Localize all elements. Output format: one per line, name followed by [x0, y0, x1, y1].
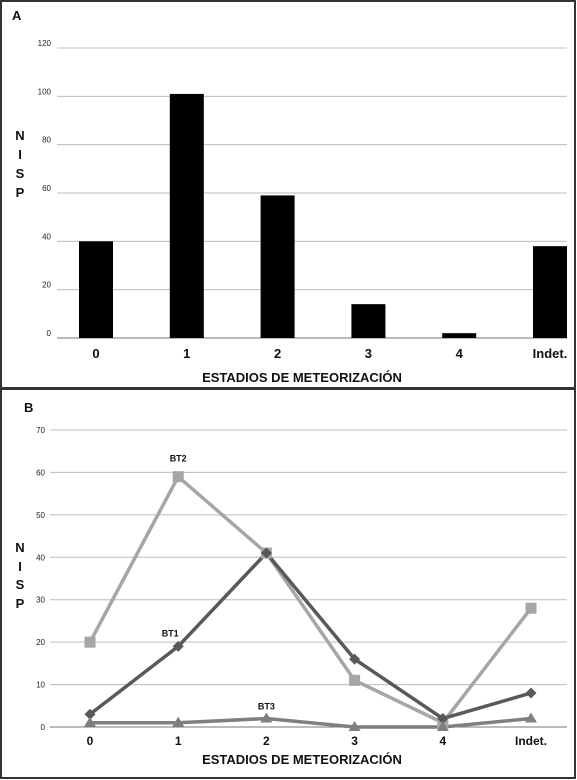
y-label-letter: P [16, 596, 25, 611]
panel-b: B N I S P 0 10 20 30 40 50 60 70 BT1 BT2 BT3 0 1 2 3… [0, 388, 576, 779]
bar [533, 246, 567, 338]
data-point-triangle [172, 716, 185, 727]
x-tick-label: 2 [263, 734, 270, 748]
panel-b-y-axis-label: N I S P [15, 540, 24, 611]
data-point-diamond [437, 713, 449, 725]
series-line-bt1 [88, 551, 533, 721]
panel-b-series-lines [88, 474, 533, 729]
bar [169, 93, 204, 339]
panel-a-y-axis-label: N I S P [15, 128, 24, 200]
y-label-letter: N [15, 128, 24, 143]
x-tick-label: 0 [87, 734, 94, 748]
panel-a-x-axis-label: ESTADIOS DE METEORIZACIÓN [202, 370, 402, 385]
panel-a-bars [79, 93, 567, 339]
series-line-bt2 [88, 474, 533, 725]
y-label-letter: S [16, 166, 25, 181]
y-tick-label: 80 [42, 136, 51, 145]
bar [351, 304, 386, 338]
data-point-diamond [260, 547, 272, 559]
series-line-bt3 [88, 716, 533, 729]
y-label-letter: S [16, 577, 25, 592]
panel-b-series-labels: BT1 BT2 BT3 [162, 454, 275, 712]
bar [260, 195, 295, 338]
panel-a-gridlines [57, 47, 567, 339]
panel-b-x-axis-label: ESTADIOS DE METEORIZACIÓN [202, 752, 402, 767]
panel-b-letter: B [24, 400, 33, 415]
y-tick-label: 60 [42, 184, 51, 193]
y-tick-label: 70 [36, 426, 45, 435]
data-point-square [172, 471, 184, 483]
data-point-diamond [172, 640, 184, 652]
y-label-letter: P [16, 185, 25, 200]
y-tick-label: 40 [42, 232, 51, 241]
y-label-letter: I [18, 147, 22, 162]
panel-a: A N I S P 0 20 40 60 80 100 120 0 1 2 3 4 Indet. ES… [0, 0, 576, 389]
data-point-square [525, 602, 537, 614]
panel-b-gridlines [50, 429, 567, 728]
data-point-triangle [348, 721, 361, 731]
y-tick-label: 0 [47, 329, 52, 338]
data-point-triangle [525, 712, 537, 723]
data-point-diamond [525, 687, 537, 699]
bar [442, 333, 477, 338]
x-tick-label: 1 [175, 734, 182, 748]
y-tick-label: 0 [41, 723, 46, 732]
data-point-diamond [349, 653, 361, 665]
bar [79, 241, 113, 338]
y-tick-label: 120 [38, 39, 52, 48]
data-point-triangle [84, 716, 96, 727]
y-tick-label: 100 [38, 87, 52, 96]
data-point-square [349, 674, 361, 686]
series-label-bt1: BT1 [162, 628, 179, 638]
series-label-bt2: BT2 [170, 454, 187, 464]
data-point-triangle [436, 721, 449, 731]
x-tick-label: 3 [365, 346, 372, 361]
panel-a-letter: A [12, 8, 22, 23]
x-tick-label: 1 [183, 346, 190, 361]
y-tick-label: 20 [42, 281, 51, 290]
y-label-letter: N [15, 540, 24, 555]
data-point-square [84, 636, 96, 648]
x-tick-label: Indet. [533, 346, 568, 361]
y-tick-label: 20 [36, 638, 45, 647]
data-point-triangle [260, 712, 273, 723]
panel-a-x-ticks: 0 1 2 3 4 Indet. [92, 346, 567, 361]
panel-b-markers [84, 471, 537, 731]
x-tick-label: 0 [92, 346, 99, 361]
x-tick-label: 4 [456, 346, 464, 361]
panel-a-y-ticks: 0 20 40 60 80 100 120 [38, 39, 52, 338]
y-tick-label: 30 [36, 596, 45, 605]
x-tick-label: 2 [274, 346, 281, 361]
panel-b-y-ticks: 0 10 20 30 40 50 60 70 [36, 426, 45, 732]
panel-b-x-ticks: 0 1 2 3 4 Indet. [87, 734, 547, 748]
y-tick-label: 10 [36, 681, 45, 690]
y-tick-label: 50 [36, 511, 45, 520]
y-tick-label: 60 [36, 468, 45, 477]
x-tick-label: 3 [351, 734, 358, 748]
y-label-letter: I [18, 559, 22, 574]
y-tick-label: 40 [36, 553, 45, 562]
x-tick-label: 4 [439, 734, 446, 748]
data-point-diamond [84, 708, 96, 720]
series-label-bt3: BT3 [258, 702, 275, 712]
x-tick-label: Indet. [515, 734, 547, 748]
